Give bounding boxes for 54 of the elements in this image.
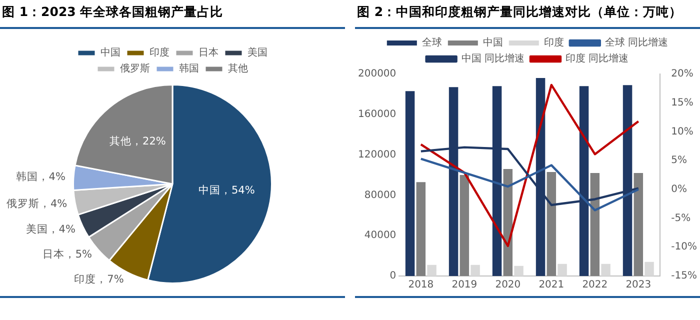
bar xyxy=(634,172,644,276)
bar xyxy=(558,264,567,276)
data-label: 其他，22% xyxy=(110,134,166,148)
bar xyxy=(514,266,524,276)
legend-label: 全球 同比增速 xyxy=(604,36,668,49)
data-label: 美国，4% xyxy=(26,222,76,236)
legend-label: 美国 xyxy=(248,46,268,59)
chart-title: 图 2：中国和印度粗钢产量同比增速对比（单位：万吨） xyxy=(357,4,682,21)
legend-label: 中国 同比增速 xyxy=(461,52,525,65)
chart-title: 图 1：2023 年全球各国粗钢产量占比 xyxy=(2,4,224,21)
bar xyxy=(427,264,436,276)
x-tick-label: 2023 xyxy=(626,280,652,291)
bar xyxy=(601,264,610,276)
legend-label: 印度 同比增速 xyxy=(566,52,629,65)
data-label: 日本，5% xyxy=(42,248,92,261)
legend-label: 日本 xyxy=(198,46,218,59)
bar xyxy=(590,172,600,276)
y-tick-label: 40000 xyxy=(364,230,396,242)
bar xyxy=(546,172,556,276)
legend-label: 俄罗斯 xyxy=(120,62,150,75)
legend-label: 全球 xyxy=(422,36,442,49)
x-tick-label: 2022 xyxy=(582,280,608,291)
y-tick-label: 160000 xyxy=(358,108,396,120)
data-label: 韩国，4% xyxy=(16,170,66,183)
y2-tick-label: 5% xyxy=(671,155,688,166)
bar xyxy=(416,182,426,276)
legend-label: 中国 xyxy=(100,46,120,59)
legend-label: 韩国 xyxy=(179,62,199,75)
data-label: 印度，7% xyxy=(74,272,124,286)
y-tick-label: 0 xyxy=(390,270,396,282)
y2-tick-label: 20% xyxy=(671,68,694,80)
bar xyxy=(470,264,480,276)
y2-tick-label: 10% xyxy=(671,126,694,138)
legend-label: 中国 xyxy=(482,36,503,49)
y2-tick-label: -10% xyxy=(671,242,698,253)
data-label: 俄罗斯，4% xyxy=(6,196,68,210)
x-tick-label: 2018 xyxy=(408,280,434,291)
y2-tick-label: 15% xyxy=(671,97,694,108)
x-tick-label: 2020 xyxy=(495,280,521,291)
bar xyxy=(644,262,654,276)
bar xyxy=(460,175,470,276)
x-tick-label: 2021 xyxy=(538,280,564,291)
y-tick-label: 200000 xyxy=(358,68,396,80)
y-tick-label: 120000 xyxy=(358,149,396,160)
y2-tick-label: -5% xyxy=(671,212,691,224)
legend-label: 印度 xyxy=(150,46,170,59)
y2-tick-label: 0% xyxy=(671,184,688,196)
y2-tick-label: -15% xyxy=(671,270,698,282)
legend-label: 其他 xyxy=(228,62,248,75)
legend-label: 印度 xyxy=(544,36,564,49)
y-tick-label: 80000 xyxy=(364,190,396,201)
data-label: 中国，54% xyxy=(198,184,255,197)
x-tick-label: 2019 xyxy=(452,280,478,291)
bar xyxy=(405,91,415,276)
